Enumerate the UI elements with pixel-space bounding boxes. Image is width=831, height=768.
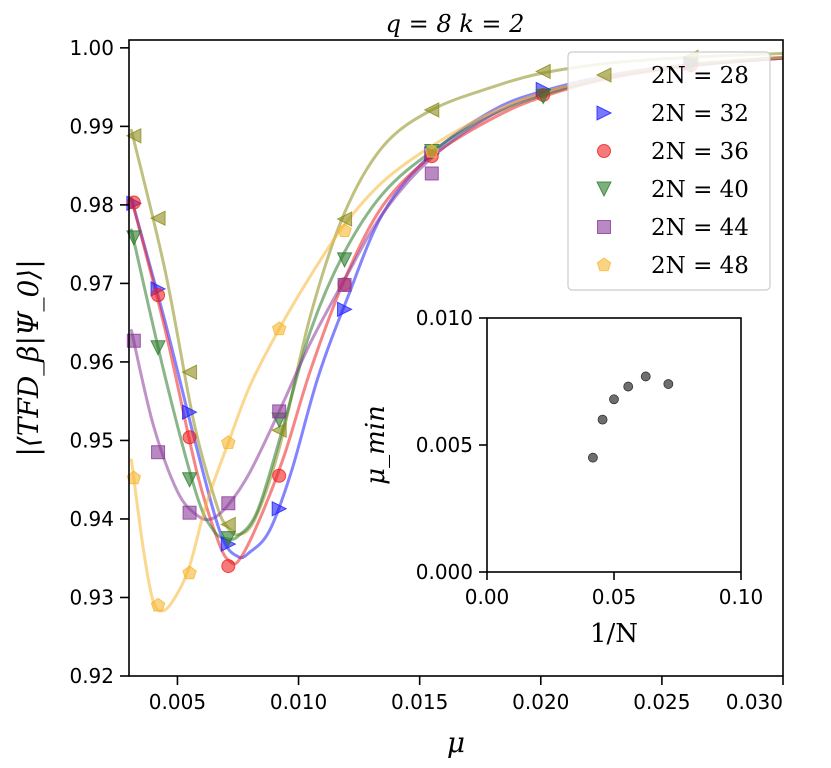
series-5-point-6 — [424, 143, 440, 158]
series-0-point-5 — [336, 211, 353, 227]
legend-label-2: 2N = 36 — [651, 139, 749, 165]
series-5-point-3 — [221, 435, 236, 449]
x-tick-label-3: 0.020 — [512, 690, 569, 714]
series-5-point-1 — [150, 597, 166, 612]
series-0-point-3 — [220, 516, 236, 533]
x-tick-label-1: 0.010 — [270, 690, 327, 714]
inset-point-5 — [663, 379, 674, 389]
inset-point-2 — [609, 394, 619, 405]
y-tick-label-4: 0.96 — [69, 350, 114, 374]
series-0-point-6 — [423, 102, 440, 118]
series-2-point-1 — [151, 288, 166, 303]
series-4-point-3 — [221, 496, 236, 511]
y-axis-title: |⟨TFD_β|Ψ_0⟩| — [12, 259, 45, 456]
series-3-point-1 — [150, 340, 166, 356]
inset-point-1 — [597, 414, 608, 425]
y-tick-label-1: 0.93 — [69, 585, 114, 609]
inset-chart: 0.00 0.05 0.10 0.000 0.005 0.010 1/N μ_min — [361, 306, 763, 649]
chart-title: q = 8 k = 2 — [386, 10, 525, 38]
series-4-point-4 — [272, 404, 287, 419]
series-5-point-4 — [271, 321, 287, 336]
inset-x-tick-label-2: 0.10 — [719, 585, 764, 609]
x-tick-label-5: 0.030 — [726, 690, 783, 714]
inset-y-tick-label-2: 0.010 — [416, 306, 473, 330]
series-2-point-0 — [126, 195, 141, 210]
legend-marker-3 — [596, 181, 612, 198]
series-1-point-2 — [182, 404, 198, 420]
legend-marker-1 — [596, 105, 613, 121]
plot-frame — [128, 39, 784, 677]
y-tick-label-0: 0.92 — [69, 664, 114, 688]
y-tick-label-8: 1.00 — [69, 36, 114, 60]
x-tick-label-4: 0.025 — [633, 690, 690, 714]
legend-label-3: 2N = 40 — [651, 177, 749, 203]
inset-y-tick-label-1: 0.005 — [416, 433, 473, 457]
legend-label-5: 2N = 48 — [651, 253, 749, 279]
series-4-point-1 — [151, 445, 166, 460]
series-4-point-6 — [424, 166, 439, 181]
series-4-point-2 — [182, 505, 197, 520]
series-2-point-4 — [272, 468, 287, 483]
inset-point-4 — [640, 371, 651, 382]
series-curve-0 — [129, 51, 783, 537]
legend-label-0: 2N = 28 — [651, 63, 749, 89]
series-3-point-0 — [126, 230, 142, 246]
inset-point-0 — [588, 452, 598, 463]
legend: 2N = 28 2N = 32 2N = 36 2N = 40 2N = 44 2N = … — [567, 51, 771, 291]
x-axis-title: μ — [447, 726, 465, 759]
y-tick-label-7: 0.99 — [69, 114, 114, 138]
legend-marker-2 — [597, 144, 611, 158]
series-2-point-3 — [221, 559, 236, 574]
legend-marker-0 — [595, 67, 612, 83]
series-3-point-5 — [336, 252, 353, 268]
main-axes: 0.005 0.010 0.015 0.020 0.025 0.030 0.92 0.93 0.… — [69, 36, 784, 714]
series-4-point-5 — [337, 277, 352, 292]
inset-y-axis-title: μ_min — [361, 405, 391, 485]
series-4-point-0 — [126, 333, 141, 348]
series-5-point-2 — [182, 565, 197, 580]
inset-x-axis-title: 1/N — [590, 619, 638, 649]
series-0-point-1 — [149, 210, 166, 227]
series-2-point-2 — [182, 430, 197, 445]
legend-marker-5 — [596, 257, 612, 272]
legend-box — [567, 51, 771, 291]
y-tick-label-3: 0.95 — [69, 428, 114, 452]
inset-point-3 — [623, 381, 634, 392]
series-3-point-3 — [220, 531, 237, 547]
inset-frame — [486, 317, 742, 573]
y-tick-label-6: 0.98 — [69, 193, 114, 217]
series-3-point-2 — [181, 472, 198, 488]
y-tick-label-5: 0.97 — [69, 271, 114, 295]
series-1-point-4 — [271, 500, 288, 517]
legend-label-4: 2N = 44 — [651, 215, 749, 241]
series-0-point-2 — [181, 364, 198, 380]
inset-x-tick-label-1: 0.05 — [592, 585, 637, 609]
y-tick-label-2: 0.94 — [69, 507, 114, 531]
series-1-point-5 — [337, 301, 353, 318]
series-0-point-0 — [125, 127, 142, 144]
inset-y-tick-label-0: 0.000 — [416, 560, 473, 584]
y-axis-title-text: |⟨TFD_β|Ψ_0⟩| — [12, 259, 45, 456]
x-tick-label-2: 0.015 — [391, 690, 448, 714]
series-5-point-5 — [337, 223, 352, 237]
legend-label-1: 2N = 32 — [651, 101, 749, 127]
series-0-point-7 — [535, 63, 551, 80]
inset-x-tick-label-0: 0.00 — [465, 585, 510, 609]
x-tick-label-0: 0.005 — [149, 690, 206, 714]
series-3-point-7 — [535, 89, 552, 105]
legend-marker-4 — [597, 220, 611, 234]
